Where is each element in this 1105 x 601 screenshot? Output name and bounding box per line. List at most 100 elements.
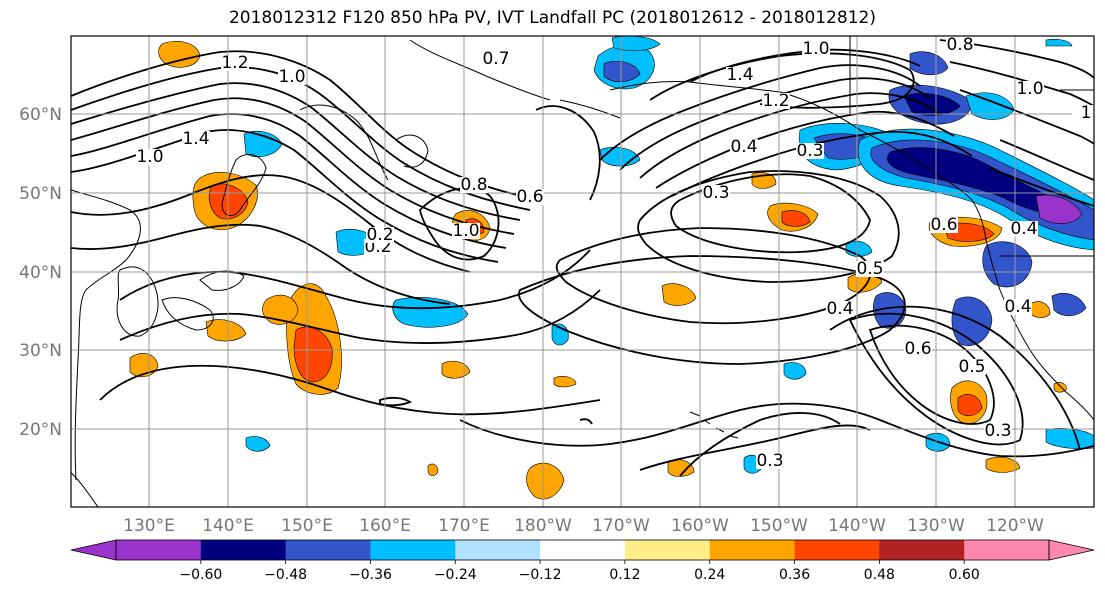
colorbar-swatch [455,540,541,560]
plot-frame [70,35,1095,508]
lon-tick-label: 160°E [359,516,411,536]
lon-tick-label: 150°E [281,516,333,536]
colorbar-tick-label: −0.24 [434,567,477,583]
colorbar-tick-label: 0.36 [779,567,810,583]
colorbar-tick-label: −0.60 [179,567,222,583]
contour-label-bg [366,227,394,243]
lon-tick-label: 130°W [907,516,965,536]
contour-label: 1.4 [726,65,753,85]
map-title: 2018012312 F120 850 hPa PV, IVT Landfall… [228,8,876,28]
contour-label: 1 [1081,103,1092,123]
contour-label-bg [826,301,854,317]
contour-label: 0.3 [984,421,1011,441]
latitude-labels: 60°N 50°N 40°N 30°N 20°N [19,105,62,440]
colorbar-swatch [370,540,456,560]
lon-tick-label: 140°W [828,516,886,536]
contour-label: 0.4 [1010,219,1037,239]
contour-label: 0.8 [460,175,487,195]
colorbar: −0.60 −0.48 −0.36 −0.24 −0.12 0.12 0.24 0.36 0.4… [70,539,1095,583]
contour-label: 0.5 [958,357,985,377]
contour-label-bg [856,261,884,277]
lon-tick-label: 170°E [438,516,490,536]
colorbar-swatch [116,540,202,560]
contour-label: 1.0 [1016,79,1043,99]
colorbar-tick-label: 0.12 [609,567,640,583]
contour-label-bg [221,55,249,71]
contour-label-bg [482,51,510,67]
contour-label-bg [958,359,986,375]
contour-label: 0.6 [904,339,931,359]
colorbar-tick-label: 0.60 [949,567,980,583]
contour-label: 1.0 [136,147,163,167]
contour-label-bg [904,341,932,357]
colorbar-swatch [879,540,965,560]
contour-label: 0.4 [1004,297,1031,317]
contour-label: 1.0 [452,221,479,241]
lat-tick-label: 40°N [19,263,62,283]
contour-label: 1.4 [182,129,209,149]
contour-label: 1.2 [221,53,248,73]
contour-label-bg [182,131,210,147]
lat-tick-label: 50°N [19,184,62,204]
colorbar-frame [115,539,1050,561]
colorbar-extend-max [1048,539,1095,561]
contour-label-bg [726,67,754,83]
lon-tick-label: 140°E [202,516,254,536]
contour-labels: 1.2 1.0 1.4 1.0 0.7 1.0 1.4 0.8 1.0 1.2 0.4 0.3 0.2 0… [136,35,1094,471]
lon-tick-label: 160°W [671,516,729,536]
lat-tick-label: 60°N [19,105,62,125]
colorbar-tick-label: −0.48 [264,567,307,583]
contour-label-bg [802,41,830,57]
contour-label: 0.3 [702,183,729,203]
lon-tick-label: 120°W [986,516,1044,536]
colorbar-tick-label: −0.12 [519,567,562,583]
contour-label-bg [756,453,784,469]
lat-tick-label: 20°N [19,420,62,440]
colorbar-swatch [709,540,796,560]
contour-label: 0.6 [516,187,543,207]
contour-label-bg [460,177,488,193]
contour-label: 0.3 [756,451,783,471]
colorbar-swatch [624,540,711,560]
contour-label: 0.5 [856,259,883,279]
contour-label-bg [136,149,164,165]
contour-label: 1.2 [762,91,789,111]
contour-label-bg [452,223,480,239]
contour-label-bg [702,185,730,201]
colorbar-swatch [540,540,626,560]
lon-tick-label: 170°W [592,516,650,536]
colorbar-swatch [200,540,287,560]
contour-label: 0.2 [366,225,393,245]
contour-label: 0.3 [796,141,823,161]
colorbar-extend-min [70,539,117,561]
contour-label-bg [762,93,790,109]
contour-label-bg [796,143,824,159]
contour-label: 0.7 [482,49,509,69]
contour-label-bg [984,423,1012,439]
colorbar-tick-label: 0.48 [864,567,895,583]
contour-label: 0.4 [730,137,757,157]
contour-label: 1.0 [802,39,829,59]
contour-label-bg [930,217,958,233]
colorbar-tick-label: −0.36 [349,567,392,583]
contour-label-bg [1072,105,1094,121]
contour-label-bg [1004,299,1032,315]
lon-tick-label: 130°E [123,516,175,536]
contour-label-bg [730,139,758,155]
contour-label-bg [946,37,974,53]
lon-tick-label: 180°W [514,516,572,536]
contour-label-bg [1016,81,1044,97]
colorbar-swatch [285,540,371,560]
contour-label-bg [1010,221,1038,237]
colorbar-tick-label: 0.24 [694,567,725,583]
lat-tick-label: 30°N [19,341,62,361]
contour-label: 0.4 [826,299,853,319]
contour-label: 1.0 [278,67,305,87]
contour-label: 0.6 [930,215,957,235]
lon-tick-label: 150°W [750,516,808,536]
colorbar-swatch [794,540,880,560]
contour-label-bg [278,69,306,85]
contour-label: 0.8 [946,35,973,55]
contour-label-bg [516,189,544,205]
